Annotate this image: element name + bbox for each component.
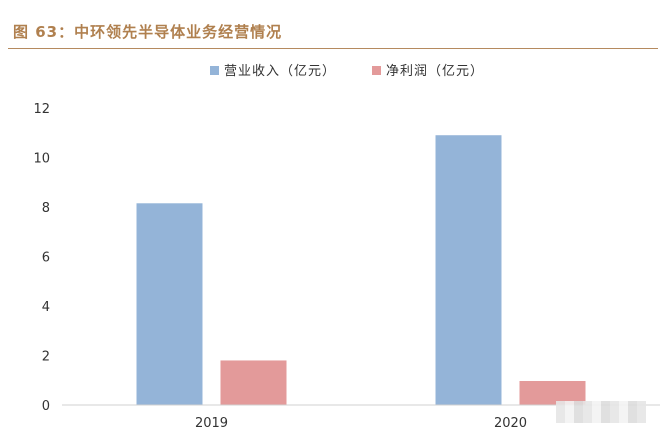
x-tick-label-2020: 2020 xyxy=(494,416,527,431)
bar-2020-series-1 xyxy=(435,135,502,405)
y-tick-label-6: 6 xyxy=(42,251,50,266)
y-tick-label-10: 10 xyxy=(33,152,50,167)
y-tick-label-8: 8 xyxy=(42,201,50,216)
bar-2019-series-1 xyxy=(136,203,203,405)
legend-label-2: 净利润（亿元） xyxy=(386,64,484,79)
legend-swatch-2 xyxy=(372,66,381,75)
title-divider xyxy=(8,48,658,49)
legend-label-1: 营业收入（亿元） xyxy=(224,64,336,79)
y-tick-label-12: 12 xyxy=(33,102,50,117)
figure-title: 图 63：中环领先半导体业务经营情况 xyxy=(13,23,283,41)
y-tick-label-2: 2 xyxy=(42,350,50,365)
x-tick-label-2019: 2019 xyxy=(195,416,228,431)
bar-2020-series-2 xyxy=(519,380,586,405)
y-axis: 0 2 4 6 8 10 12 xyxy=(33,102,50,414)
bar-2019-series-2 xyxy=(220,360,287,405)
legend-swatch-1 xyxy=(210,66,219,75)
watermark-mosaic xyxy=(556,401,646,423)
bars xyxy=(136,135,586,405)
chart-legend: 营业收入（亿元） 净利润（亿元） xyxy=(210,64,484,79)
y-tick-label-4: 4 xyxy=(42,300,50,315)
y-tick-label-0: 0 xyxy=(42,399,50,414)
x-axis: 2019 2020 xyxy=(195,416,527,431)
